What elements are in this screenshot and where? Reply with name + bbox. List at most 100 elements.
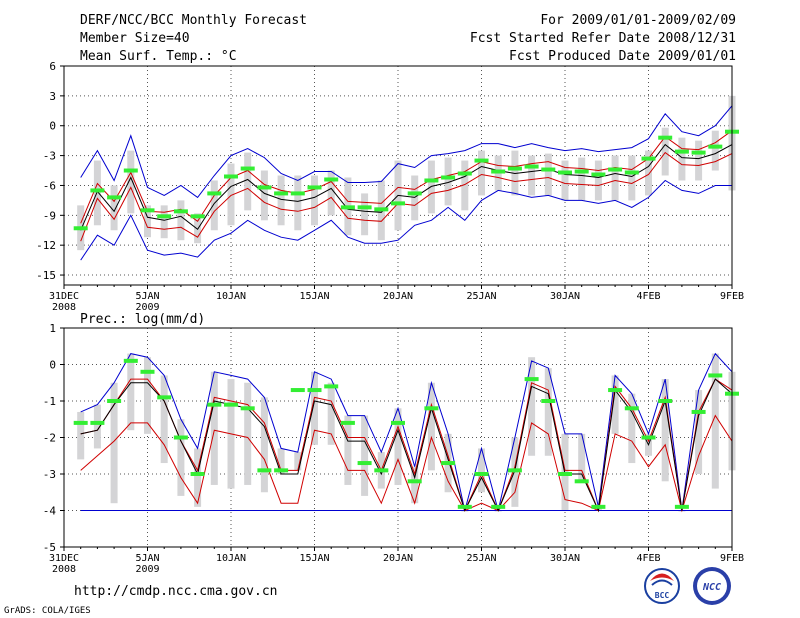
observed-marker xyxy=(407,191,422,196)
observed-marker xyxy=(457,504,472,509)
range-bar xyxy=(194,448,202,507)
x-tick-label: 15JAN xyxy=(299,291,329,302)
x-tick-label: 2009 xyxy=(135,564,159,575)
range-bar xyxy=(311,175,318,226)
range-bar xyxy=(93,160,101,226)
x-tick-label: 5JAN xyxy=(135,291,159,302)
y-tick-label: -1 xyxy=(43,395,56,408)
observed-marker xyxy=(541,167,556,172)
y-tick-label: -2 xyxy=(43,432,56,445)
observed-marker xyxy=(608,167,623,172)
forecast-start-refer: Fcst Started Refer Date 2008/12/31 xyxy=(470,31,736,46)
series-line-max xyxy=(80,352,733,511)
observed-marker xyxy=(190,214,205,219)
range-bar xyxy=(110,185,118,231)
observed-marker xyxy=(90,420,105,425)
observed-marker xyxy=(574,169,589,174)
observed-marker xyxy=(491,169,506,174)
observed-marker xyxy=(257,185,272,190)
range-bar xyxy=(361,415,369,496)
series-line-upper xyxy=(80,378,733,513)
observed-marker xyxy=(157,214,172,219)
range-bar xyxy=(127,150,135,214)
y-tick-label: -4 xyxy=(43,505,57,518)
range-bar xyxy=(311,371,318,445)
range-bar xyxy=(160,375,168,464)
observed-marker xyxy=(641,156,656,161)
observed-marker xyxy=(507,166,522,171)
observed-marker xyxy=(307,185,322,190)
ncc-logo: NCC xyxy=(693,567,731,605)
range-bar xyxy=(260,397,268,493)
x-tick-label: 20JAN xyxy=(383,291,413,302)
range-bar xyxy=(294,175,302,231)
range-bar xyxy=(427,382,435,471)
x-tick-label: 25JAN xyxy=(466,553,496,564)
observed-marker xyxy=(374,207,389,212)
range-bar xyxy=(478,150,485,196)
x-tick-label: 5JAN xyxy=(135,553,159,564)
series-line-lower xyxy=(80,414,733,513)
x-tick-label: 15JAN xyxy=(299,553,329,564)
x-tick-label: 2009 xyxy=(135,302,159,313)
observed-marker xyxy=(290,191,305,196)
y-tick-label: -3 xyxy=(43,468,56,481)
range-bar xyxy=(77,411,85,460)
observed-marker xyxy=(691,150,706,155)
x-tick-label: 25JAN xyxy=(466,291,496,302)
observed-marker xyxy=(708,144,723,149)
observed-marker xyxy=(240,406,255,411)
range-bar xyxy=(277,448,285,474)
y-tick-label: -6 xyxy=(43,179,56,192)
range-bar xyxy=(478,448,485,493)
forecast-period: For 2009/01/01-2009/02/09 xyxy=(540,13,736,28)
footer-url[interactable]: http://cmdp.ncc.cma.gov.cn xyxy=(74,584,278,599)
range-bar xyxy=(160,205,168,239)
range-bar xyxy=(594,160,602,201)
range-bar xyxy=(628,393,636,464)
range-bar xyxy=(260,170,268,221)
observed-marker xyxy=(140,208,155,213)
range-bar xyxy=(611,155,619,201)
observed-marker xyxy=(107,399,122,403)
observed-marker xyxy=(173,209,188,214)
observed-marker xyxy=(474,472,489,476)
observed-marker xyxy=(491,504,506,509)
x-tick-label: 4FEB xyxy=(636,553,660,564)
observed-marker xyxy=(441,175,456,180)
range-bar xyxy=(695,390,703,474)
y-tick-label: 6 xyxy=(49,60,56,73)
observed-marker xyxy=(324,177,339,182)
range-bar xyxy=(194,213,202,244)
observed-marker xyxy=(123,358,138,363)
range-bar xyxy=(461,160,469,211)
y-tick-label: -5 xyxy=(43,541,56,554)
range-bar xyxy=(327,170,335,216)
range-bar xyxy=(528,357,536,456)
range-bar xyxy=(127,353,135,431)
range-bar xyxy=(144,357,151,434)
observed-marker xyxy=(457,171,472,176)
range-bar xyxy=(645,150,652,196)
figure-title: DERF/NCC/BCC Monthly Forecast xyxy=(80,13,307,28)
range-bar xyxy=(244,382,252,485)
observed-marker xyxy=(357,461,372,466)
x-tick-label: 10JAN xyxy=(216,291,246,302)
range-bar xyxy=(344,415,352,485)
observed-marker xyxy=(340,420,355,425)
y-tick-label: 0 xyxy=(49,120,56,133)
range-bar xyxy=(578,157,586,201)
observed-marker xyxy=(123,168,138,173)
range-bar xyxy=(528,155,536,196)
range-bar xyxy=(611,375,619,434)
observed-marker xyxy=(73,420,88,425)
observed-marker xyxy=(307,388,322,393)
observed-marker xyxy=(608,388,623,393)
forecast-produced: Fcst Produced Date 2009/01/01 xyxy=(509,49,736,64)
footer-credit: GrADS: COLA/IGES xyxy=(4,606,91,616)
observed-marker xyxy=(424,406,439,411)
range-bar xyxy=(144,205,151,238)
